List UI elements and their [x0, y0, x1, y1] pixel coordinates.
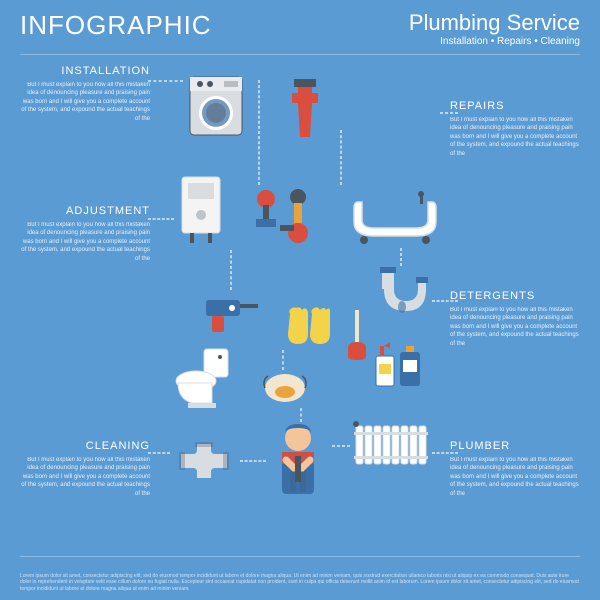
divider	[20, 556, 580, 557]
infographic-canvas: INFOGRAPHIC Plumbing Service Installatio…	[0, 0, 600, 600]
valves-icon	[250, 185, 320, 245]
divider	[20, 54, 580, 55]
connector	[230, 250, 232, 290]
section-title: REPAIRS	[450, 100, 580, 112]
connector	[148, 218, 174, 220]
section-body: But I must explain to you how all this m…	[20, 221, 150, 263]
connector	[148, 80, 183, 82]
section-body: But I must explain to you how all this m…	[20, 456, 150, 498]
header: INFOGRAPHIC Plumbing Service Installatio…	[20, 10, 580, 47]
section-body: But I must explain to you how all this m…	[450, 116, 580, 158]
section-title: ADJUSTMENT	[20, 205, 150, 217]
plumber-person-icon	[268, 420, 328, 500]
boiler-icon	[178, 175, 224, 245]
connector	[400, 248, 402, 266]
header-brand: INFOGRAPHIC	[20, 10, 212, 41]
section-adjustment: ADJUSTMENT But I must explain to you how …	[20, 205, 150, 263]
radiator-icon	[352, 420, 430, 470]
connector	[432, 300, 458, 302]
mask-icon	[260, 370, 310, 405]
detergent-bottles-icon	[370, 340, 426, 390]
connector	[340, 130, 342, 185]
connector	[432, 452, 458, 454]
section-title: INSTALLATION	[20, 65, 150, 77]
section-body: But I must explain to you how all this m…	[20, 81, 150, 123]
gloves-icon	[282, 300, 337, 350]
section-plumber: PLUMBER But I must explain to you how all…	[450, 440, 580, 498]
connector	[332, 445, 350, 447]
section-title: PLUMBER	[450, 440, 580, 452]
connector	[282, 350, 284, 370]
connector	[148, 452, 170, 454]
section-detergents: DETERGENTS But I must explain to you how …	[450, 290, 580, 348]
section-cleaning: CLEANING But I must explain to you how al…	[20, 440, 150, 498]
bathtub-icon	[350, 190, 440, 245]
section-body: But I must explain to you how all this m…	[450, 456, 580, 498]
drill-icon	[202, 290, 262, 335]
pipe-trap-icon	[372, 265, 430, 320]
connector	[240, 460, 266, 462]
toilet-icon	[172, 345, 234, 410]
section-body: But I must explain to you how all this m…	[450, 306, 580, 348]
footer-text: Lorem ipsum dolor sit amet, consectetur …	[20, 573, 580, 593]
section-installation: INSTALLATION But I must explain to you ho…	[20, 65, 150, 123]
header-title: Plumbing Service	[409, 10, 580, 36]
washer-icon	[188, 75, 244, 137]
pipe-fitting-icon	[175, 440, 233, 482]
section-title: DETERGENTS	[450, 290, 580, 302]
plunger-icon	[346, 308, 368, 363]
header-subtitle: Installation • Repairs • Cleaning	[409, 36, 580, 47]
section-repairs: REPAIRS But I must explain to you how all…	[450, 100, 580, 158]
connector	[440, 112, 458, 114]
section-title: CLEANING	[20, 440, 150, 452]
connector	[258, 80, 260, 185]
header-right: Plumbing Service Installation • Repairs …	[409, 10, 580, 47]
pipe-wrench-icon	[280, 75, 330, 145]
